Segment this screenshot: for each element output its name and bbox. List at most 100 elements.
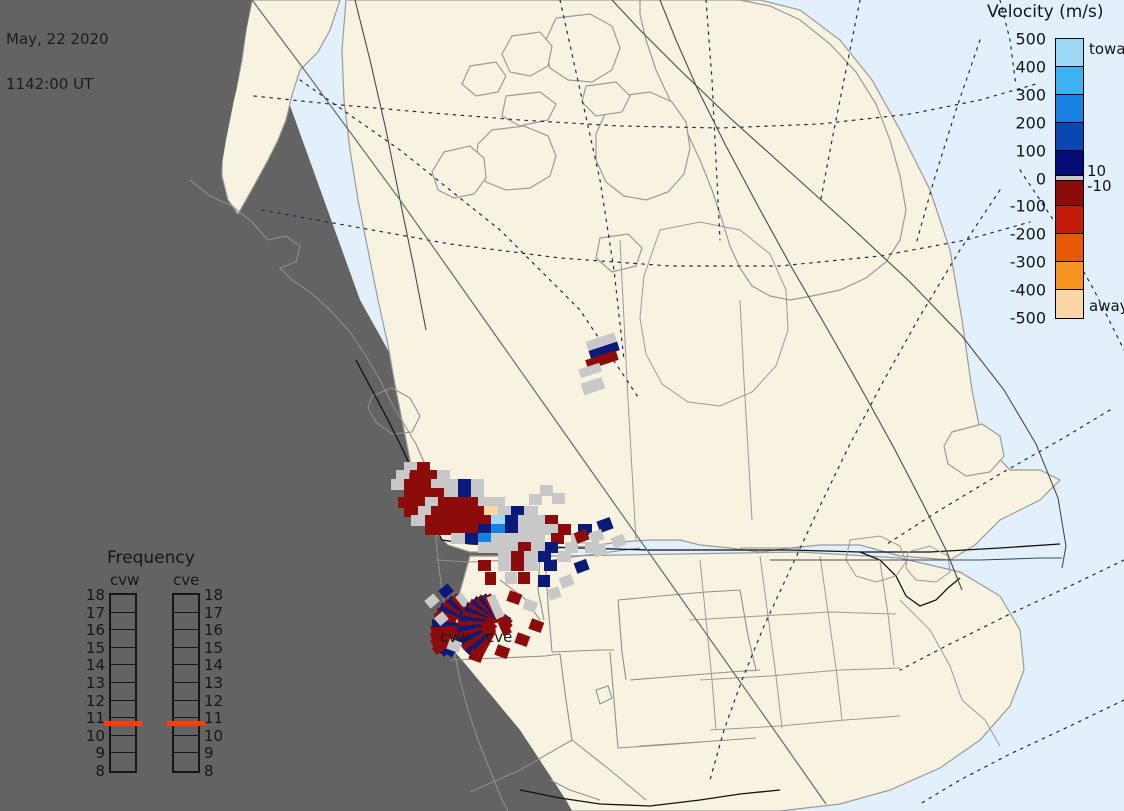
timestamp-block: May, 22 2020 1142:00 UT — [6, 2, 109, 122]
map-boundary-group — [354, 0, 1067, 591]
radar-cells-north — [578, 332, 620, 396]
grid-radial-sw — [709, 189, 1001, 781]
frequency-scale-label-right-18: 18 — [204, 586, 224, 604]
frequency-segment — [111, 701, 135, 719]
frequency-segment — [111, 665, 135, 683]
devon-island — [581, 81, 631, 117]
velocity-tick-group: 500 400 300 200 100 0 -100 -200 -300 -400 -500 — [975, 30, 1049, 328]
grid-radial-far-s — [919, 699, 1124, 805]
frequency-segment — [111, 718, 135, 736]
frequency-scale-left: 18 17 16 15 14 13 12 11 10 9 8 — [81, 586, 107, 780]
colorbar-tick-300: 300 — [1015, 85, 1046, 105]
us-mexico-border — [519, 789, 781, 807]
wy-co-border — [629, 669, 761, 681]
colorbar-tick--500: -500 — [1009, 308, 1046, 328]
id-ut-border — [551, 649, 614, 653]
melville-island — [501, 91, 557, 127]
us-state-lines-2 — [759, 555, 783, 729]
fov-arc-north — [611, 0, 1067, 569]
fov-arc-lower — [659, 0, 963, 591]
frequency-segment — [174, 701, 198, 719]
velocity-legend-title: Velocity (m/s) — [987, 2, 1104, 22]
frequency-scale-label-right-10: 10 — [204, 726, 224, 745]
colorbar-band--10-to--100 — [1056, 181, 1083, 207]
map-station-label-cve: cve — [486, 628, 513, 646]
nv-ut-border — [609, 651, 619, 749]
frequency-segment — [111, 630, 135, 648]
frequency-column-label-cve: cve — [173, 571, 200, 589]
frequency-marker-cve — [167, 721, 205, 727]
frequency-segment — [174, 613, 198, 631]
us-state-row-3 — [709, 715, 901, 731]
frequency-bar-cvw — [109, 593, 137, 773]
frequency-segment — [111, 648, 135, 666]
frequency-segment — [111, 613, 135, 631]
frequency-segment — [111, 753, 135, 771]
frequency-segment — [174, 736, 198, 754]
frequency-scale-label-right-15: 15 — [204, 638, 224, 657]
frequency-scale-label-right-12: 12 — [204, 691, 224, 710]
frequency-scale-label-left-12: 12 — [85, 691, 105, 710]
southampton-island — [595, 233, 643, 273]
frequency-scale-label-left-16: 16 — [85, 621, 105, 640]
grid-radial-deep-s — [899, 559, 1124, 671]
map-station-label-cvw: cvw — [440, 628, 470, 646]
grid-arc-nw — [999, 0, 1017, 87]
colorbar-band--200-to--300 — [1056, 234, 1083, 263]
axel-heiberg-island — [501, 31, 553, 77]
great-lakes-shape-2 — [905, 545, 951, 583]
landmass-group — [221, 0, 1062, 811]
frequency-segment — [174, 665, 198, 683]
colorbar-band--300-to--400 — [1056, 262, 1083, 291]
grid-meridian-1 — [299, 79, 641, 401]
bc-coast — [189, 179, 425, 463]
salt-lake — [595, 685, 613, 705]
velocity-colorbar — [1055, 38, 1084, 319]
frequency-scale-label-right-11: 11 — [204, 709, 224, 728]
colorbar-tick-500: 500 — [1015, 29, 1046, 49]
grid-meridian-4 — [819, 0, 861, 205]
frequency-segment — [111, 595, 135, 613]
colorbar-tick-0: 0 — [1035, 169, 1046, 188]
night-shadow — [0, 0, 572, 811]
frequency-column-label-cvw: cvw — [110, 571, 140, 589]
radar-cells-eastern-outliers — [529, 485, 627, 601]
colorbar-tick--300: -300 — [1009, 252, 1046, 272]
frequency-scale-label-right-16: 16 — [204, 621, 224, 640]
colorbar-band--400-to--500 — [1056, 290, 1083, 318]
colorbar-band-400-to-300 — [1056, 66, 1083, 95]
frequency-scale-label-left-8: 8 — [95, 762, 105, 780]
frequency-scale-label-left-14: 14 — [85, 656, 105, 675]
colorbar-tick-100: 100 — [1015, 141, 1046, 161]
frequency-segment — [174, 595, 198, 613]
us-state-lines-1 — [699, 559, 717, 731]
banks-island — [431, 145, 487, 199]
us-state-row-1 — [689, 611, 897, 621]
colorbar-tick-400: 400 — [1015, 57, 1046, 77]
colorbar-band-300-to-200 — [1056, 94, 1083, 123]
wy-vert-e — [739, 589, 757, 671]
colorbar-band-10-to--10 — [1056, 175, 1083, 182]
colorbar-tick--100: -100 — [1009, 196, 1046, 216]
frequency-segment — [111, 683, 135, 701]
frequency-scale-label-right-9: 9 — [204, 744, 214, 763]
colorbar-threshold-low-label: -10 — [1087, 177, 1112, 196]
hudson-bay — [639, 221, 789, 407]
big-bend-river — [549, 779, 601, 801]
frequency-scale-label-right-17: 17 — [204, 603, 224, 622]
frequency-scale-right: 18 17 16 15 14 13 12 11 10 9 8 — [202, 586, 228, 780]
frequency-marker-cvw — [104, 721, 142, 727]
colorbar-band-200-to-100 — [1056, 122, 1083, 151]
co-nm-border — [639, 737, 757, 747]
timestamp-time: 1142:00 UT — [6, 75, 94, 93]
frequency-scale-label-left-13: 13 — [85, 674, 105, 692]
baffin-island — [595, 91, 691, 201]
prince-patrick-island — [461, 61, 507, 97]
vancouver-island — [367, 387, 421, 435]
grid-meridian-2 — [559, 0, 625, 361]
frequency-legend: Frequency cvw cve 18 17 16 15 14 13 12 11 10 9 8 1… — [86, 545, 245, 785]
